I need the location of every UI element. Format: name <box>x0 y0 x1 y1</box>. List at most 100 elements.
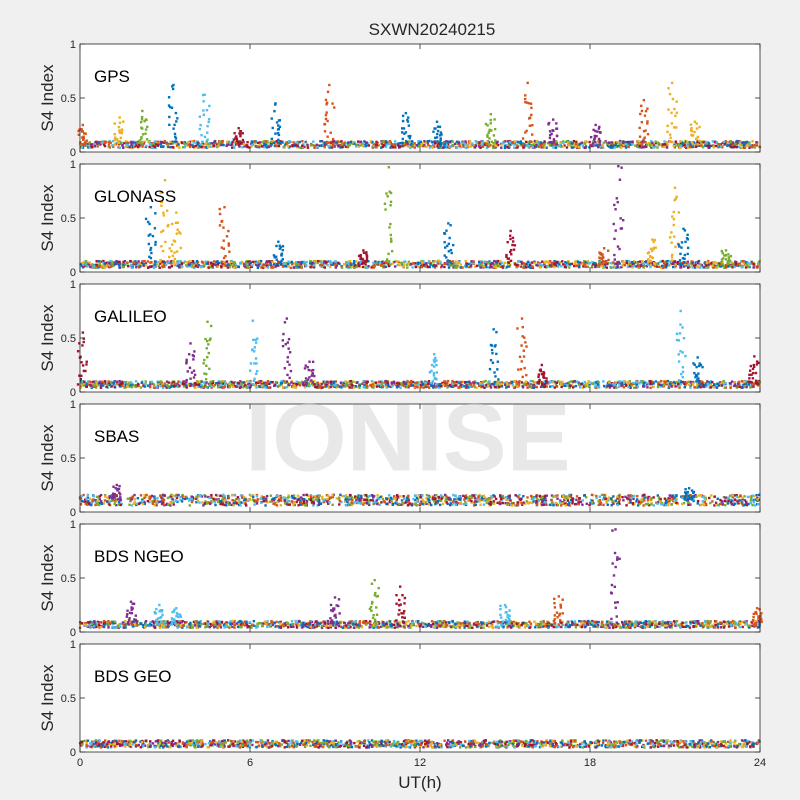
scatter-point <box>527 263 530 266</box>
spike-point <box>190 371 194 374</box>
scatter-point <box>546 382 550 385</box>
spike-point <box>326 119 329 123</box>
spike-point <box>253 362 256 365</box>
spike-point <box>76 350 80 353</box>
scatter-point <box>616 140 619 144</box>
scatter-point <box>369 140 372 143</box>
scatter-point <box>119 382 123 386</box>
scatter-point <box>387 263 391 266</box>
spike-point <box>649 247 653 251</box>
scatter-point <box>413 146 416 149</box>
scatter-point <box>175 384 178 388</box>
scatter-point <box>639 146 642 149</box>
scatter-point <box>529 379 532 383</box>
scatter-point <box>79 263 82 266</box>
scatter-point <box>256 266 260 270</box>
spike-point <box>205 347 208 350</box>
scatter-point <box>276 262 279 266</box>
scatter-point <box>356 140 360 143</box>
scatter-point <box>636 145 640 148</box>
spike-point <box>326 135 329 138</box>
scatter-point <box>264 386 267 389</box>
spike-point <box>278 141 281 144</box>
scatter-point <box>282 146 285 149</box>
scatter-point <box>110 385 113 388</box>
scatter-point <box>406 142 409 146</box>
scatter-point <box>647 141 651 145</box>
scatter-point <box>255 261 259 265</box>
spike-point <box>643 136 646 139</box>
scatter-point <box>234 264 237 268</box>
scatter-point <box>641 145 645 149</box>
scatter-point <box>516 140 519 143</box>
spike-peak <box>551 118 555 121</box>
scatter-point <box>402 380 405 384</box>
spike-point <box>186 370 189 373</box>
scatter-point <box>578 264 581 268</box>
scatter-point <box>640 146 643 149</box>
scatter-point <box>740 386 743 389</box>
scatter-point <box>631 143 634 146</box>
scatter-point <box>93 142 96 145</box>
scatter-point <box>325 261 328 264</box>
scatter-point <box>127 383 130 386</box>
scatter-point <box>103 380 107 383</box>
scatter-point <box>606 141 609 145</box>
spike-point <box>185 360 188 364</box>
scatter-point <box>602 146 605 149</box>
scatter-point <box>510 381 514 384</box>
scatter-point <box>163 141 166 144</box>
scatter-point <box>596 383 600 386</box>
scatter-point <box>628 264 632 268</box>
scatter-point <box>348 144 351 147</box>
scatter-point <box>217 144 220 147</box>
scatter-point <box>284 141 288 144</box>
scatter-point <box>651 261 655 264</box>
scatter-point <box>82 260 86 264</box>
spike-point <box>388 190 391 193</box>
spike-point <box>686 238 690 241</box>
scatter-point <box>185 261 189 264</box>
spike-point <box>144 132 147 135</box>
scatter-point <box>253 262 256 265</box>
scatter-point <box>126 261 129 264</box>
scatter-point <box>512 143 515 146</box>
scatter-point <box>354 384 357 388</box>
spike-point <box>689 123 693 126</box>
scatter-point <box>339 146 342 149</box>
scatter-point <box>385 143 389 146</box>
scatter-point <box>543 143 546 146</box>
scatter-point <box>417 265 420 268</box>
scatter-point <box>701 146 705 149</box>
spike-peak <box>617 164 620 168</box>
scatter-point <box>105 385 108 389</box>
scatter-point <box>740 266 744 269</box>
scatter-point <box>629 140 632 144</box>
scatter-point <box>718 143 721 146</box>
scatter-point <box>636 262 639 265</box>
spike-point <box>80 374 83 377</box>
scatter-point <box>253 140 256 143</box>
scatter-point <box>403 141 406 145</box>
scatter-point <box>483 143 487 146</box>
scatter-point <box>646 263 650 266</box>
scatter-point <box>667 264 671 267</box>
scatter-point <box>402 263 406 266</box>
spike-point <box>172 127 175 130</box>
spike-point <box>439 138 442 141</box>
scatter-point <box>439 140 442 144</box>
scatter-point <box>543 380 546 383</box>
scatter-point <box>751 262 754 265</box>
scatter-point <box>672 383 675 386</box>
scatter-point <box>250 140 254 144</box>
scatter-point <box>215 261 218 264</box>
spike-point <box>190 383 193 386</box>
scatter-point <box>614 381 618 384</box>
scatter-point <box>388 142 391 146</box>
spike-point <box>324 113 328 117</box>
scatter-point <box>300 380 304 384</box>
scatter-point <box>384 379 387 383</box>
scatter-point <box>427 386 431 389</box>
scatter-point <box>415 381 418 384</box>
